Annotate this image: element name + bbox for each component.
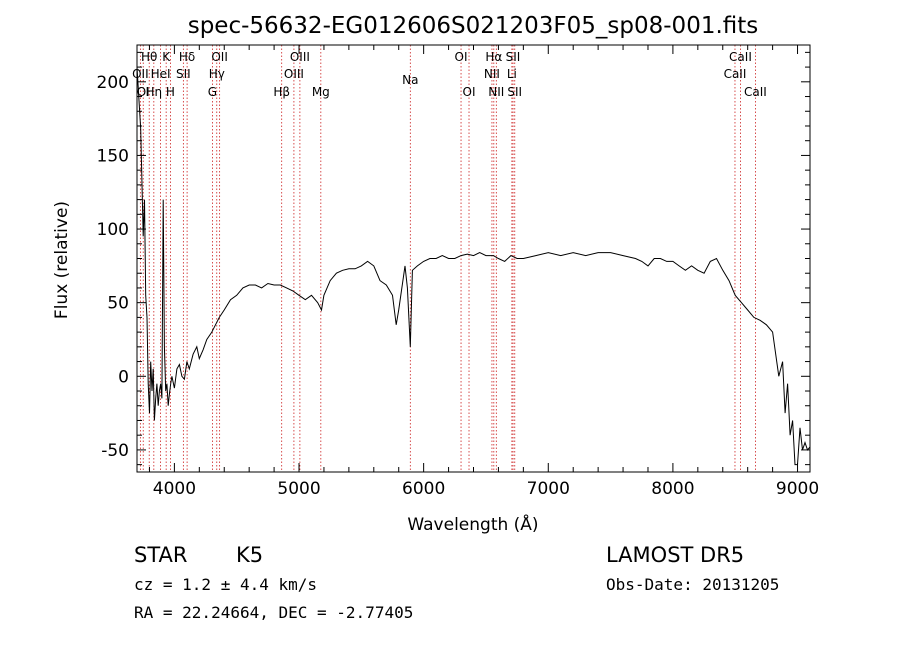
subclass: K5 xyxy=(236,543,263,567)
line-label-10: HeI xyxy=(151,67,171,81)
line-label-3: OII xyxy=(211,50,228,64)
line-label-14: NII xyxy=(484,67,500,81)
y-tick-label: -50 xyxy=(101,441,129,461)
line-label-0: Hθ xyxy=(141,50,157,64)
y-tick-label: 0 xyxy=(118,367,129,387)
line-label-18: Hη xyxy=(146,85,163,99)
line-label-4: OIII xyxy=(290,50,310,64)
line-label-11: SII xyxy=(176,67,191,81)
line-label-22: Mg xyxy=(312,85,330,99)
object-type: STAR xyxy=(134,543,187,567)
line-label-23: Na xyxy=(402,73,418,87)
x-tick-label: 9000 xyxy=(776,479,819,499)
y-tick-label: 150 xyxy=(97,146,129,166)
x-tick-label: 5000 xyxy=(277,479,320,499)
y-axis-label: Flux (relative) xyxy=(52,201,72,319)
spectral-line-markers xyxy=(139,45,756,472)
obs-date: Obs-Date: 20131205 xyxy=(606,575,779,594)
x-tick-label: 8000 xyxy=(651,479,694,499)
line-label-16: CaII xyxy=(724,67,747,81)
line-label-9: OII xyxy=(132,67,149,81)
x-axis-label: Wavelength (Å) xyxy=(407,513,538,535)
line-label-15: Li xyxy=(507,67,517,81)
line-label-5: OI xyxy=(455,50,468,64)
plot-frame xyxy=(136,44,811,473)
spectrum-line xyxy=(136,67,811,466)
redshift-readout: cz = 1.2 ± 4.4 km/s xyxy=(134,575,317,594)
line-label-6: Hα xyxy=(485,50,502,64)
line-label-20: G xyxy=(208,85,217,99)
line-label-27: CaII xyxy=(744,85,767,99)
line-label-2: Hδ xyxy=(179,50,195,64)
line-label-8: CaII xyxy=(729,50,752,64)
line-label-21: Hβ xyxy=(273,85,290,99)
coordinates: RA = 22.24664, DEC = -2.77405 xyxy=(134,603,413,622)
line-label-17: OI xyxy=(137,85,150,99)
x-tick-label: 7000 xyxy=(527,479,570,499)
line-label-24: OI xyxy=(463,85,476,99)
survey-name: LAMOST DR5 xyxy=(606,543,744,567)
x-axis: 4000 5000 6000 7000 8000 9000 xyxy=(148,45,819,499)
y-tick-label: 200 xyxy=(97,73,129,93)
chart-title: spec-56632-EG012606S021203F05_sp08-001.f… xyxy=(188,13,759,39)
line-label-1: K xyxy=(162,50,171,64)
line-label-12: Hγ xyxy=(209,67,225,81)
line-label-19: H xyxy=(166,85,175,99)
x-tick-label: 6000 xyxy=(402,479,445,499)
y-tick-label: 100 xyxy=(97,220,129,240)
y-axis: -50 0 50 100 150 200 xyxy=(97,51,810,466)
line-label-7: SII xyxy=(506,50,521,64)
y-tick-label: 50 xyxy=(107,294,129,314)
line-label-13: OIII xyxy=(284,67,304,81)
x-tick-label: 4000 xyxy=(153,479,196,499)
line-label-25: NII xyxy=(488,85,504,99)
line-label-26: SII xyxy=(507,85,522,99)
